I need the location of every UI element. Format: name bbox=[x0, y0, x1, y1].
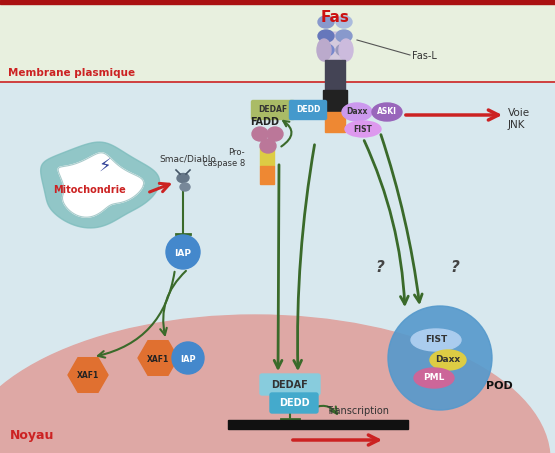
Bar bbox=[0, 82, 555, 453]
Text: ?: ? bbox=[451, 260, 460, 275]
FancyBboxPatch shape bbox=[251, 101, 295, 120]
FancyBboxPatch shape bbox=[290, 101, 326, 120]
Text: Noyau: Noyau bbox=[10, 429, 54, 442]
Ellipse shape bbox=[177, 173, 189, 183]
Bar bbox=[228, 420, 408, 429]
Text: Pro-
caspase 8: Pro- caspase 8 bbox=[203, 148, 245, 168]
Ellipse shape bbox=[318, 16, 334, 28]
Ellipse shape bbox=[260, 139, 276, 153]
Text: Daxx: Daxx bbox=[436, 356, 461, 365]
Circle shape bbox=[166, 235, 200, 269]
Text: ⚡: ⚡ bbox=[99, 158, 112, 176]
Text: DEDD: DEDD bbox=[279, 398, 309, 408]
Ellipse shape bbox=[336, 44, 352, 56]
Bar bbox=[0, 0, 555, 4]
Ellipse shape bbox=[318, 44, 334, 56]
Text: Fas-L: Fas-L bbox=[412, 51, 437, 61]
Ellipse shape bbox=[339, 39, 353, 61]
Ellipse shape bbox=[345, 121, 381, 137]
Bar bbox=[325, 122, 345, 132]
Bar bbox=[323, 90, 347, 112]
Polygon shape bbox=[58, 153, 144, 217]
Bar bbox=[260, 166, 274, 184]
Bar bbox=[325, 60, 345, 90]
Text: ASKI: ASKI bbox=[377, 107, 397, 116]
Text: Transcription: Transcription bbox=[326, 406, 390, 416]
Text: DEDD: DEDD bbox=[296, 106, 320, 115]
Ellipse shape bbox=[342, 103, 372, 121]
Ellipse shape bbox=[430, 350, 466, 370]
Text: IAP: IAP bbox=[180, 355, 196, 363]
Text: FIST: FIST bbox=[425, 336, 447, 344]
Ellipse shape bbox=[319, 32, 351, 60]
Text: PML: PML bbox=[423, 374, 445, 382]
FancyBboxPatch shape bbox=[260, 374, 320, 395]
Ellipse shape bbox=[180, 183, 190, 191]
Ellipse shape bbox=[318, 30, 334, 42]
Ellipse shape bbox=[336, 16, 352, 28]
Text: Smac/Diablo: Smac/Diablo bbox=[160, 154, 216, 163]
Text: FIST: FIST bbox=[354, 125, 372, 134]
Text: POD: POD bbox=[486, 381, 513, 391]
Text: Mitochondrie: Mitochondrie bbox=[54, 185, 127, 195]
Ellipse shape bbox=[0, 315, 550, 453]
Text: XAF1: XAF1 bbox=[147, 355, 169, 363]
FancyBboxPatch shape bbox=[270, 393, 318, 413]
Bar bbox=[325, 112, 345, 122]
Text: DEDAF: DEDAF bbox=[271, 380, 309, 390]
Text: DEDAF: DEDAF bbox=[259, 106, 287, 115]
Ellipse shape bbox=[414, 368, 454, 388]
Ellipse shape bbox=[317, 39, 331, 61]
Ellipse shape bbox=[267, 127, 283, 141]
Text: ?: ? bbox=[376, 260, 385, 275]
Polygon shape bbox=[41, 142, 159, 228]
Ellipse shape bbox=[372, 103, 402, 121]
Ellipse shape bbox=[411, 329, 461, 351]
Text: Voie
JNK: Voie JNK bbox=[508, 108, 530, 130]
Text: Daxx: Daxx bbox=[346, 107, 367, 116]
Circle shape bbox=[388, 306, 492, 410]
Text: Membrane plasmique: Membrane plasmique bbox=[8, 68, 135, 78]
Ellipse shape bbox=[252, 127, 268, 141]
Ellipse shape bbox=[336, 30, 352, 42]
Text: IAP: IAP bbox=[174, 249, 191, 257]
Text: XAF1: XAF1 bbox=[77, 371, 99, 381]
Text: FADD: FADD bbox=[250, 117, 280, 127]
Text: Fas: Fas bbox=[321, 10, 350, 25]
Bar bbox=[260, 148, 274, 166]
Circle shape bbox=[172, 342, 204, 374]
